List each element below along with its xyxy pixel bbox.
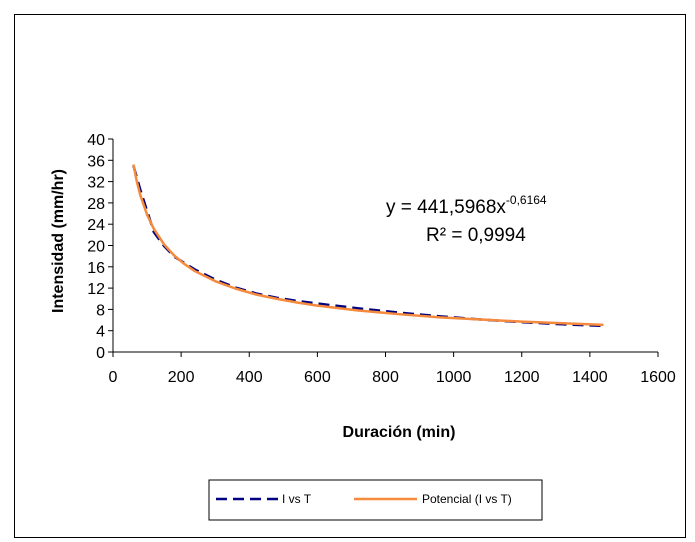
x-tick-labels: 0 200 400 600 800 1000 1200 1400 1600	[109, 369, 676, 386]
r-squared-annotation: R² = 0,9994	[426, 225, 526, 246]
y-tick-label: 40	[87, 132, 105, 149]
y-tick-label: 4	[96, 324, 105, 341]
y-tick-label: 24	[87, 217, 105, 234]
y-tick-label: 0	[96, 345, 105, 362]
y-axis-title: Intensidad (mm/hr)	[50, 169, 67, 313]
chart-svg: 0 4 8 12 16 20 24 28 32 36 40 0 200 400 600 800 1000 120…	[50, 132, 676, 521]
equation-exponent: -0,6164	[506, 193, 547, 207]
legend-label-i-vs-t: I vs T	[282, 492, 312, 506]
x-tick-label: 600	[304, 369, 331, 386]
y-tick-label: 32	[87, 175, 105, 192]
chart-frame: 0 4 8 12 16 20 24 28 32 36 40 0 200 400 600 800 1000 120…	[14, 14, 686, 538]
axis-layer	[108, 138, 659, 357]
x-tick-label: 800	[372, 369, 399, 386]
equation-base: y = 441,5968x	[386, 197, 506, 218]
x-tick-label: 1000	[436, 369, 472, 386]
x-tick-label: 1400	[572, 369, 608, 386]
series-layer	[132, 164, 604, 328]
series-line-potencial	[132, 164, 604, 327]
y-tick-label: 20	[87, 239, 105, 256]
y-tick-label: 16	[87, 260, 105, 277]
y-tick-labels: 0 4 8 12 16 20 24 28 32 36 40	[87, 132, 105, 362]
legend: I vs T Potencial (I vs T)	[208, 479, 543, 521]
x-tick-label: 1200	[504, 369, 540, 386]
y-tick-label: 8	[96, 302, 105, 319]
x-tick-label: 200	[168, 369, 195, 386]
x-axis-title: Duración (min)	[343, 424, 456, 441]
x-tick-label: 0	[109, 369, 118, 386]
y-tick-label: 28	[87, 196, 105, 213]
plot-background	[113, 139, 658, 352]
plot-area	[108, 138, 659, 357]
equation-annotation: y = 441,5968x-0,6164	[386, 193, 547, 218]
x-tick-label: 1600	[640, 369, 676, 386]
y-tick-label: 36	[87, 153, 105, 170]
y-tick-label: 12	[87, 281, 105, 298]
legend-label-potencial: Potencial (I vs T)	[422, 492, 512, 506]
x-tick-label: 400	[236, 369, 263, 386]
